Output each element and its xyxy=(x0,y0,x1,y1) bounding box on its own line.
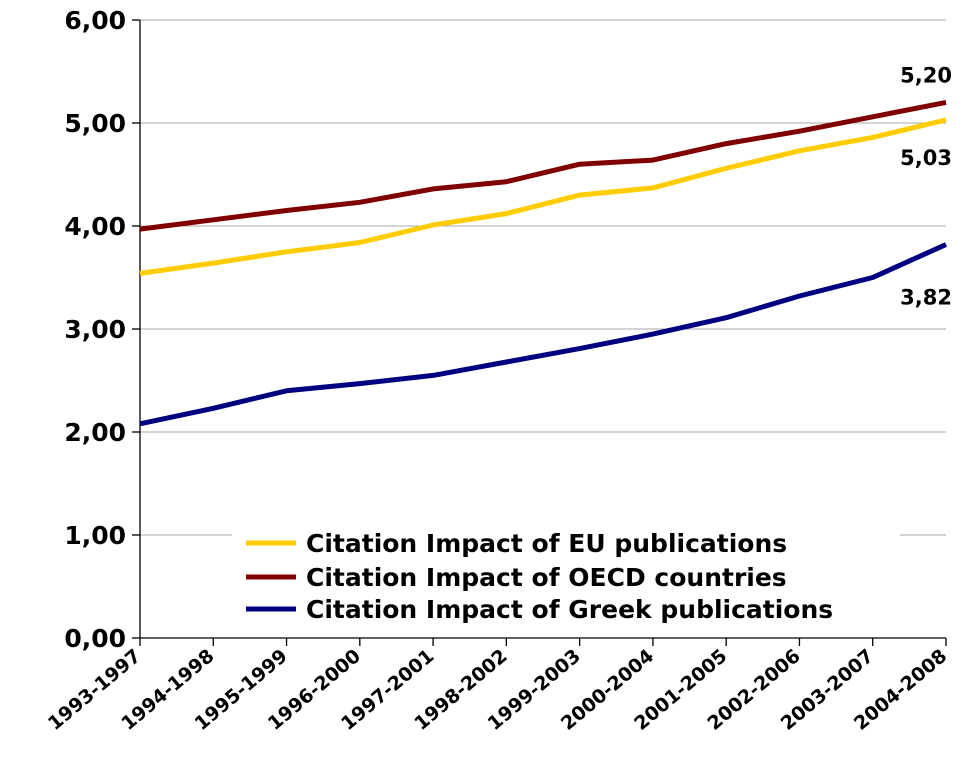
y-tick-label: 0,00 xyxy=(64,624,126,653)
series-line-2 xyxy=(139,242,948,427)
end-value-label: 5,03 xyxy=(900,146,952,170)
y-tick-label: 5,00 xyxy=(64,109,126,138)
y-tick-label: 4,00 xyxy=(64,212,126,241)
series-line-1 xyxy=(139,99,947,232)
y-tick-label: 1,00 xyxy=(64,521,126,550)
series-lines xyxy=(139,99,948,427)
legend-label-eu: Citation Impact of EU publications xyxy=(306,529,787,558)
x-axis-ticks: 1993-19971994-19981995-19991996-20001997… xyxy=(44,638,951,735)
legend-box xyxy=(232,523,900,635)
legend: Citation Impact of EU publications Citat… xyxy=(232,523,900,635)
end-value-label: 5,20 xyxy=(900,63,952,87)
series-line-0 xyxy=(139,117,947,276)
legend-label-greek: Citation Impact of Greek publications xyxy=(306,595,833,624)
gridlines xyxy=(140,19,946,536)
end-value-labels: 5,03 5,20 3,82 xyxy=(900,63,952,309)
legend-label-oecd: Citation Impact of OECD countries xyxy=(306,563,787,592)
y-tick-label: 3,00 xyxy=(64,315,126,344)
end-value-label: 3,82 xyxy=(900,286,952,310)
y-axis-ticks: 0,00 1,00 2,00 3,00 4,00 5,00 6,00 xyxy=(64,6,140,653)
y-tick-label: 6,00 xyxy=(64,6,126,35)
y-tick-label: 2,00 xyxy=(64,418,126,447)
